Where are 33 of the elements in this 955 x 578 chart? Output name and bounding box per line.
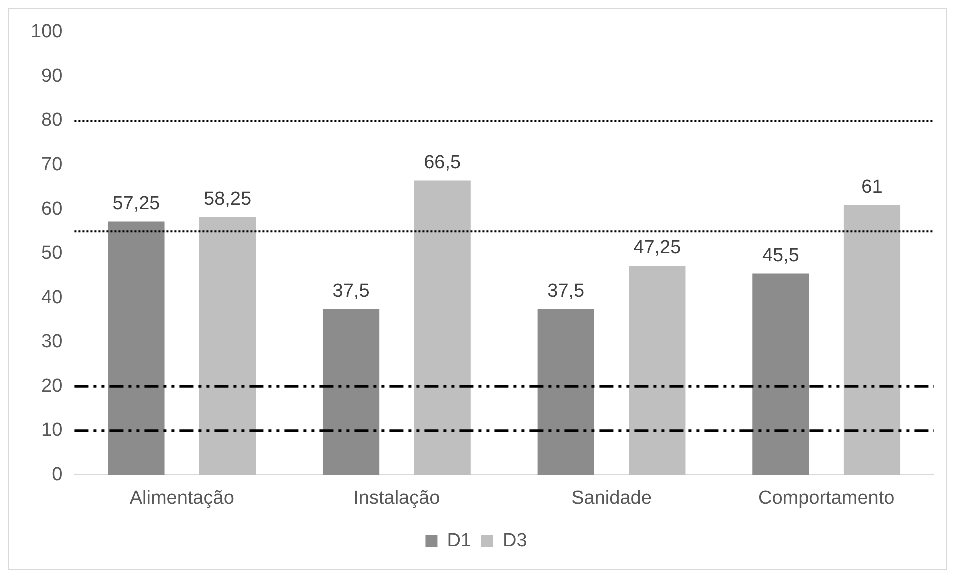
data-label: 37,5 <box>548 280 585 302</box>
bar <box>538 309 594 476</box>
bar <box>199 217 256 476</box>
bar <box>322 309 380 476</box>
data-label: 61 <box>862 176 883 198</box>
y-tick-label: 90 <box>42 66 63 87</box>
y-tick-label: 10 <box>42 420 63 442</box>
x-tick-label: Sanidade <box>572 488 652 509</box>
data-label: 57,25 <box>112 193 160 214</box>
y-tick-label: 60 <box>42 198 63 220</box>
y-tick-label: 40 <box>42 287 63 308</box>
bar <box>414 180 471 476</box>
data-label: 47,25 <box>634 238 682 259</box>
x-tick-label: Instalação <box>354 488 440 509</box>
data-label: 45,5 <box>762 245 800 266</box>
bar <box>844 205 901 476</box>
bar <box>108 222 165 476</box>
data-label: 58,25 <box>204 189 252 210</box>
legend-label: D3 <box>503 530 528 552</box>
data-label: 37,5 <box>332 280 370 302</box>
y-tick-label: 80 <box>42 110 63 132</box>
y-tick-label: 50 <box>42 243 63 264</box>
y-tick-label: 0 <box>52 464 63 486</box>
bar <box>752 274 810 476</box>
y-tick-label: 70 <box>42 154 63 176</box>
x-tick-label: Alimentação <box>130 488 234 509</box>
y-tick-label: 30 <box>42 332 63 353</box>
y-tick-label: 100 <box>31 22 63 43</box>
bar <box>629 266 686 476</box>
data-label: 66,5 <box>424 152 462 174</box>
legend-label: D1 <box>447 530 472 552</box>
x-tick-label: Comportamento <box>758 488 895 509</box>
y-tick-label: 20 <box>42 376 63 397</box>
